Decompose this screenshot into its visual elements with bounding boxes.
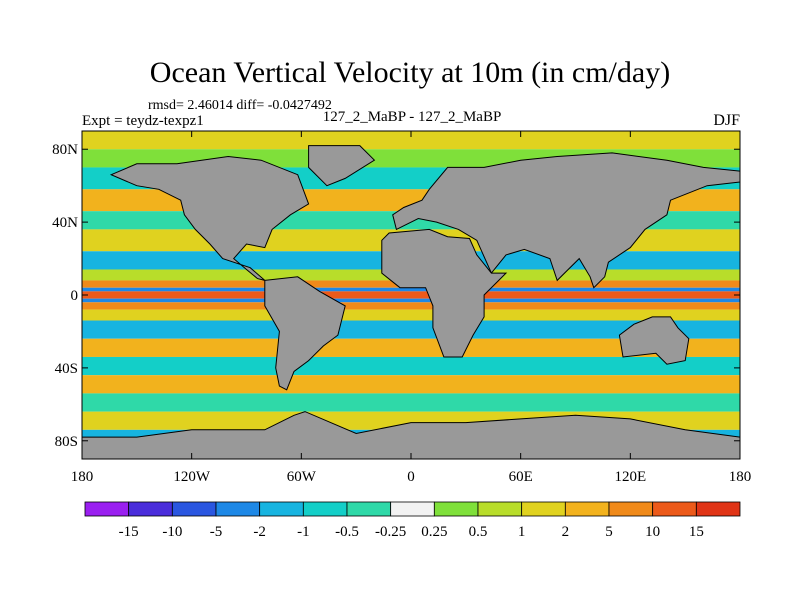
colorbar-swatch-9 (477, 501, 523, 517)
land-south-america (264, 276, 346, 391)
x-tick-label-3: 0 (407, 469, 415, 485)
field-band-16 (82, 356, 740, 376)
x-tick-label-4: 60E (509, 469, 533, 485)
y-tick-label-1: 40N (52, 215, 78, 231)
colorbar-label-4: -1 (297, 524, 310, 540)
colorbar-swatch-11 (564, 501, 610, 517)
field-band-10 (82, 291, 740, 299)
colorbar-swatch-8 (433, 501, 479, 517)
field-band-13 (82, 309, 740, 321)
land-australia (618, 316, 690, 365)
colorbar-swatch-10 (521, 501, 566, 517)
colorbar-swatch-13 (652, 501, 697, 517)
colorbar-label-12: 10 (645, 524, 660, 540)
colorbar-label-3: -2 (253, 524, 266, 540)
field-band-17 (82, 375, 740, 394)
colorbar-swatch-4 (259, 501, 304, 517)
y-tick-label-2: 0 (71, 288, 79, 304)
field-band-11 (82, 298, 740, 303)
y-tick-label-0: 80N (52, 142, 78, 158)
stats-line: rmsd= 2.46014 diff= -0.0427492 (148, 98, 332, 113)
x-tick-label-0: 180 (71, 469, 94, 485)
field-band-18 (82, 393, 740, 412)
map-area (82, 131, 740, 459)
colorbar-label-11: 5 (605, 524, 613, 540)
colorbar-label-8: 0.5 (469, 524, 488, 540)
field-band-15 (82, 338, 740, 357)
case-label: 127_2_MaBP - 127_2_MaBP (323, 109, 502, 125)
colorbar-label-6: -0.25 (375, 524, 406, 540)
colorbar-swatch-7 (390, 501, 435, 517)
colorbar-label-13: 15 (689, 524, 704, 540)
x-tick-label-6: 180 (729, 469, 752, 485)
land-eurasia (392, 152, 740, 289)
map-axes: 180 120W 60W 0 60E 120E 180 80N 40N 0 40S 80S (52, 131, 751, 485)
field-band-12 (82, 302, 740, 310)
field-band-9 (82, 287, 740, 292)
colorbar-label-7: 0.25 (421, 524, 447, 540)
colorbar-swatch-2 (171, 501, 217, 517)
land-africa (381, 228, 508, 358)
colorbar-label-9: 1 (518, 524, 526, 540)
colorbar-swatch-1 (128, 501, 173, 517)
colorbar-label-2: -5 (210, 524, 223, 540)
colorbar-swatch-14 (695, 501, 741, 517)
colorbar-label-0: -15 (119, 524, 139, 540)
colorbar-label-10: 2 (562, 524, 570, 540)
colorbar-swatch-6 (346, 501, 392, 517)
y-tick-label-4: 80S (55, 434, 78, 450)
x-tick-label-5: 120E (614, 469, 646, 485)
chart-title: Ocean Vertical Velocity at 10m (in cm/da… (150, 56, 670, 89)
colorbar-label-5: -0.5 (335, 524, 359, 540)
x-tick-label-1: 120W (173, 469, 211, 485)
colorbar-swatch-0 (84, 501, 130, 517)
land-antarctica (82, 411, 740, 459)
land-north-america (109, 155, 310, 281)
experiment-label: Expt = teydz-texpz1 (82, 113, 204, 129)
colorbar-swatch-12 (608, 501, 654, 517)
y-tick-label-3: 40S (55, 361, 78, 377)
colorbar-swatch-5 (302, 501, 348, 517)
land-greenland (308, 145, 376, 187)
land-mask (82, 145, 740, 459)
colorbar-label-1: -10 (162, 524, 182, 540)
colorbar-swatch-3 (215, 501, 261, 517)
field-band-14 (82, 320, 740, 339)
colorbar: -15 -10 -5 -2 -1 -0.5 -0.25 0.25 0.5 1 2 5 10 15 (84, 501, 741, 540)
field-band-0 (82, 131, 740, 150)
x-tick-label-2: 60W (287, 469, 317, 485)
season-label: DJF (713, 112, 740, 129)
